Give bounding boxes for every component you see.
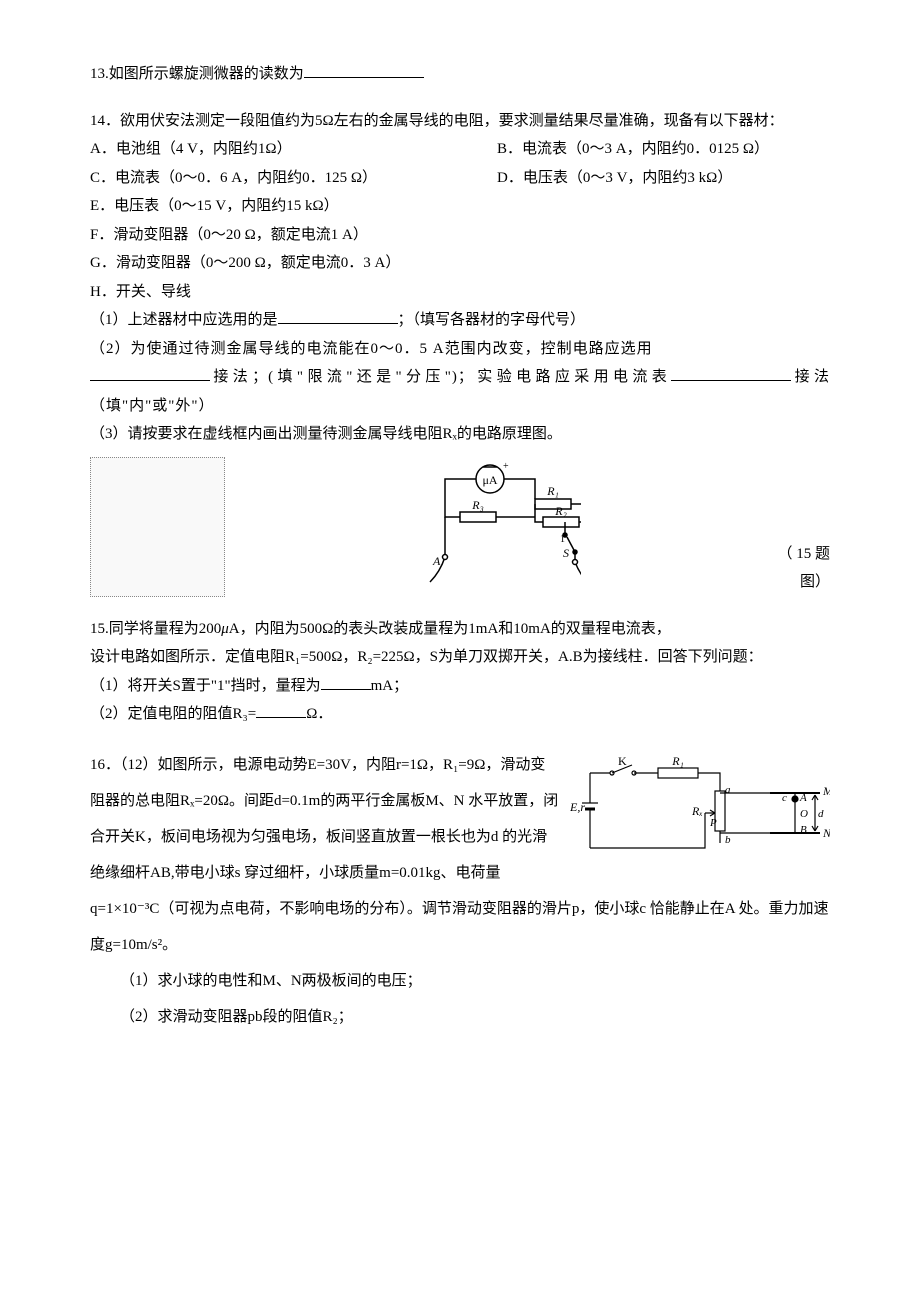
q16-body: K R₁ a Rₓ P b: [90, 747, 830, 963]
q14-sub2-b: 接法；(填"限流"还是"分压")；实验电路应采用电流表: [210, 369, 671, 385]
q15-sub1-a: （1）将开关S置于"1"挡时，量程为: [90, 678, 321, 694]
q15-sub2: （2）定值电阻的阻值R₃= Ω．: [90, 700, 830, 729]
q15-intro: 15.同学将量程为200μA，内阻为500Ω的表头改装成量程为1mA和10mA的…: [90, 615, 830, 644]
q14-opt-f: F．滑动变阻器（0～20 Ω，额定电流1 A）: [90, 221, 830, 250]
c16-m: M: [822, 784, 830, 798]
c16-r1: R₁: [671, 754, 684, 768]
c16-d: d: [818, 808, 824, 820]
q14-opt-g: G．滑动变阻器（0～200 Ω，额定电流0．3 A）: [90, 249, 830, 278]
circuit-n1: 1: [560, 534, 565, 545]
q15-sub1: （1）将开关S置于"1"挡时，量程为 mA；: [90, 672, 830, 701]
svg-text:+: +: [503, 461, 509, 472]
q15-sub2-a: （2）定值电阻的阻值R₃=: [90, 706, 256, 722]
q14-sub2-a: （2）为使通过待测金属导线的电流能在0～0．5 A范围内改变，控制电路应选用: [90, 341, 653, 357]
circuit-r1-label: R₁: [546, 484, 559, 498]
q15-sub1-b: mA；: [371, 678, 409, 694]
q16-sub1: （1）求小球的电性和M、N两极板间的电压；: [90, 963, 830, 999]
q15-intro-b: A，内阻为500Ω的表头改装成量程为1mA和10mA的双量程电流表，: [229, 621, 671, 637]
q14-sub2-blank1[interactable]: [90, 366, 210, 381]
q14-options: A．电池组（4 V，内阻约1Ω） B．电流表（0～3 A，内阻约0．0125 Ω…: [90, 135, 830, 306]
c16-p: P: [709, 817, 717, 829]
q14-opt-d: D．电压表（0～3 V，内阻约3 kΩ）: [497, 164, 830, 193]
c16-e: E,r: [570, 800, 585, 814]
c16-rx: Rₓ: [691, 804, 703, 818]
q14-opt-e: E．电压表（0～15 V，内阻约15 kΩ）: [90, 192, 830, 221]
c16-A: A: [799, 792, 807, 804]
q15-intro-a: 15.同学将量程为200: [90, 621, 221, 637]
circuit-16-diagram: K R₁ a Rₓ P b: [570, 753, 830, 873]
q14-sub1-blank[interactable]: [278, 309, 398, 324]
circuit-r2-label: R₂: [554, 504, 567, 518]
q13-text: 13.如图所示螺旋测微器的读数为: [90, 66, 304, 82]
q14-opt-b: B．电流表（0～3 A，内阻约0．0125 Ω）: [497, 135, 830, 164]
circuit-15-diagram: μA + R₁ R₂ R₃: [405, 457, 581, 597]
q14-answer-box[interactable]: [90, 457, 225, 597]
q14-sub1-b: ；（填写各器材的字母代号）: [398, 312, 586, 328]
circuit-uA-label: μA: [482, 473, 497, 487]
c16-n: N: [822, 826, 830, 840]
question-16: K R₁ a Rₓ P b: [90, 747, 830, 1035]
c16-b: b: [725, 834, 731, 846]
q13-blank[interactable]: [304, 63, 424, 78]
circuit-r3-label: R₃: [471, 498, 484, 512]
c16-B: B: [800, 824, 807, 836]
q14-sub2-blank2[interactable]: [671, 366, 791, 381]
q14-opt-h: H．开关、导线: [90, 278, 830, 307]
circuit-a: A: [432, 554, 441, 568]
c16-c: c: [782, 792, 787, 804]
q14-sub1-a: （1）上述器材中应选用的是: [90, 312, 278, 328]
c16-O: O: [800, 808, 808, 820]
q14-figure-row: μA + R₁ R₂ R₃: [90, 457, 830, 597]
q15-sub1-blank[interactable]: [321, 675, 371, 690]
q15-sub2-blank[interactable]: [256, 703, 306, 718]
q14-sub2: （2）为使通过待测金属导线的电流能在0～0．5 A范围内改变，控制电路应选用 接…: [90, 335, 830, 421]
q15-line2: 设计电路如图所示．定值电阻R₁=500Ω，R₂=225Ω，S为单刀双掷开关，A.…: [90, 643, 830, 672]
q16-sub2: （2）求滑动变阻器pb段的阻值R₂；: [90, 999, 830, 1035]
c16-a: a: [725, 784, 731, 796]
q15-sub2-b: Ω．: [306, 706, 332, 722]
question-15: 15.同学将量程为200μA，内阻为500Ω的表头改装成量程为1mA和10mA的…: [90, 615, 830, 729]
c16-k: K: [618, 754, 627, 768]
question-13: 13.如图所示螺旋测微器的读数为: [90, 60, 830, 89]
q14-sub3: （3）请按要求在虚线框内画出测量待测金属导线电阻Rₓ的电路原理图。: [90, 420, 830, 449]
q14-intro: 14．欲用伏安法测定一段阻值约为5Ω左右的金属导线的电阻，要求测量结果尽量准确，…: [90, 107, 830, 136]
q14-opt-a: A．电池组（4 V，内阻约1Ω）: [90, 135, 497, 164]
q14-opt-c: C．电流表（0～0．6 A，内阻约0．125 Ω）: [90, 164, 497, 193]
q14-sub1: （1）上述器材中应选用的是 ；（填写各器材的字母代号）: [90, 306, 830, 335]
question-14: 14．欲用伏安法测定一段阻值约为5Ω左右的金属导线的电阻，要求测量结果尽量准确，…: [90, 107, 830, 597]
q15-figure-label: （ 15 题图）: [761, 540, 830, 597]
circuit-s: S: [563, 546, 569, 560]
